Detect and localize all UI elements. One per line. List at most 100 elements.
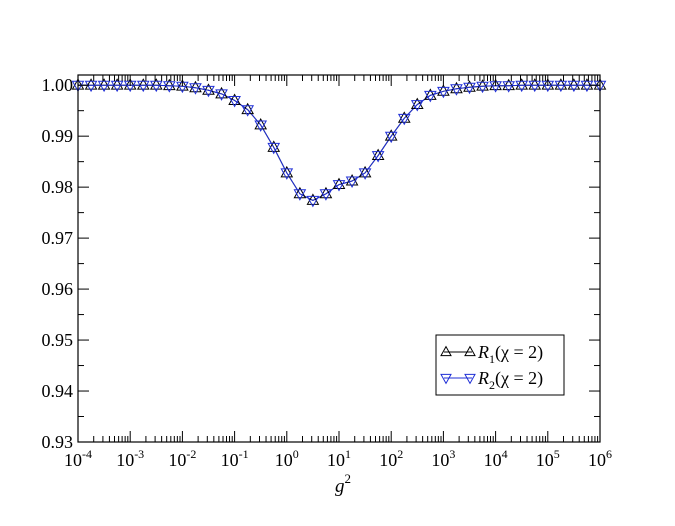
data-point <box>476 79 489 91</box>
legend-label-subscript: 2 <box>489 378 495 392</box>
series-markers-1 <box>71 78 607 205</box>
data-point <box>502 81 516 93</box>
x-tick-label-base: 10 <box>116 450 134 470</box>
data-point <box>215 89 228 101</box>
legend-marker <box>464 345 476 357</box>
x-tick-label-exponent: 1 <box>345 447 351 461</box>
x-tick-label-base: 10 <box>484 450 502 470</box>
data-point <box>515 78 529 90</box>
legend-label-main: R <box>477 368 489 388</box>
data-point <box>423 90 437 103</box>
data-point <box>345 174 359 186</box>
x-axis-title-superscript: 2 <box>345 471 352 486</box>
x-tick-label-base: 10 <box>327 450 345 470</box>
data-point <box>162 78 176 91</box>
x-axis-ticks <box>77 75 601 442</box>
legend-items: R1(χ = 2)R2(χ = 2) <box>440 342 543 392</box>
data-point <box>384 129 398 141</box>
x-tick-label: 10-4 <box>64 447 92 470</box>
x-tick-label-exponent: -3 <box>134 447 144 461</box>
data-point <box>358 168 372 180</box>
y-axis-ticks <box>78 84 600 443</box>
legend: R1(χ = 2)R2(χ = 2) <box>435 334 565 396</box>
data-point <box>189 80 202 93</box>
y-tick-label: 0.95 <box>42 330 74 350</box>
x-tick-label-exponent: 3 <box>449 447 455 461</box>
x-tick-label-base: 10 <box>536 450 554 470</box>
data-point <box>463 82 476 95</box>
x-tick-label-exponent: -4 <box>82 447 92 461</box>
data-point <box>397 113 411 126</box>
data-point <box>293 189 307 201</box>
legend-box <box>435 334 565 396</box>
data-point <box>423 88 437 100</box>
legend-marker <box>440 345 452 357</box>
data-point <box>437 86 450 99</box>
data-point <box>202 85 215 98</box>
data-point <box>176 79 189 91</box>
data-point <box>136 80 150 93</box>
y-tick-label: 1.00 <box>42 75 74 95</box>
data-point <box>97 80 111 93</box>
x-tick-label: 103 <box>431 447 455 470</box>
data-point <box>319 189 333 201</box>
series-2 <box>78 84 600 201</box>
y-tick-label: 0.98 <box>42 177 74 197</box>
data-point <box>437 84 450 96</box>
data-point <box>502 78 516 91</box>
data-point <box>228 93 241 105</box>
legend-item-2: R2(χ = 2) <box>440 368 543 392</box>
x-tick-label-base: 10 <box>221 450 239 470</box>
data-point <box>528 78 542 90</box>
data-point <box>567 80 581 93</box>
data-point <box>254 117 268 130</box>
data-point <box>358 165 372 178</box>
legend-label-rest: (χ = 2) <box>495 368 543 389</box>
legend-label: R2(χ = 2) <box>477 368 543 392</box>
y-tick-label: 0.96 <box>42 279 74 299</box>
series-line <box>78 84 600 201</box>
data-point <box>567 78 581 90</box>
x-tick-label: 105 <box>536 447 560 470</box>
legend-item-1: R1(χ = 2) <box>440 342 543 366</box>
data-point <box>110 80 124 93</box>
data-point <box>319 186 333 199</box>
data-point <box>189 83 202 95</box>
data-point <box>293 186 307 199</box>
data-point <box>254 120 268 132</box>
x-tick-label-exponent: 6 <box>606 447 612 461</box>
x-tick-label: 10-1 <box>221 447 249 470</box>
legend-label-rest: (χ = 2) <box>495 342 543 363</box>
y-axis-tick-labels: 0.93 0.94 0.95 0.96 0.97 0.98 0.99 1.00 <box>42 75 74 452</box>
data-point <box>515 80 529 93</box>
x-tick-label: 104 <box>484 447 508 470</box>
data-point <box>84 78 98 90</box>
data-point <box>450 81 463 94</box>
data-point <box>332 177 346 190</box>
x-tick-label-base: 10 <box>431 450 449 470</box>
data-point <box>267 142 281 155</box>
legend-marker <box>464 373 476 385</box>
data-point <box>123 78 137 90</box>
legend-label: R1(χ = 2) <box>477 342 543 366</box>
data-point <box>384 131 398 144</box>
data-point <box>528 80 542 93</box>
legend-label-main: R <box>477 342 489 362</box>
data-point <box>476 81 489 94</box>
x-tick-label-base: 10 <box>64 450 82 470</box>
y-tick-label: 0.93 <box>42 432 74 452</box>
x-tick-label-exponent: 2 <box>397 447 403 461</box>
x-tick-label-base: 10 <box>275 450 293 470</box>
data-point <box>332 180 346 192</box>
data-point <box>110 78 124 90</box>
data-point <box>345 176 359 188</box>
series-line <box>78 84 600 201</box>
x-tick-label: 10-2 <box>168 447 196 470</box>
data-point <box>228 96 241 108</box>
data-point <box>450 84 463 96</box>
data-point <box>149 80 163 93</box>
data-point <box>410 97 424 110</box>
x-tick-label-exponent: -1 <box>239 447 249 461</box>
